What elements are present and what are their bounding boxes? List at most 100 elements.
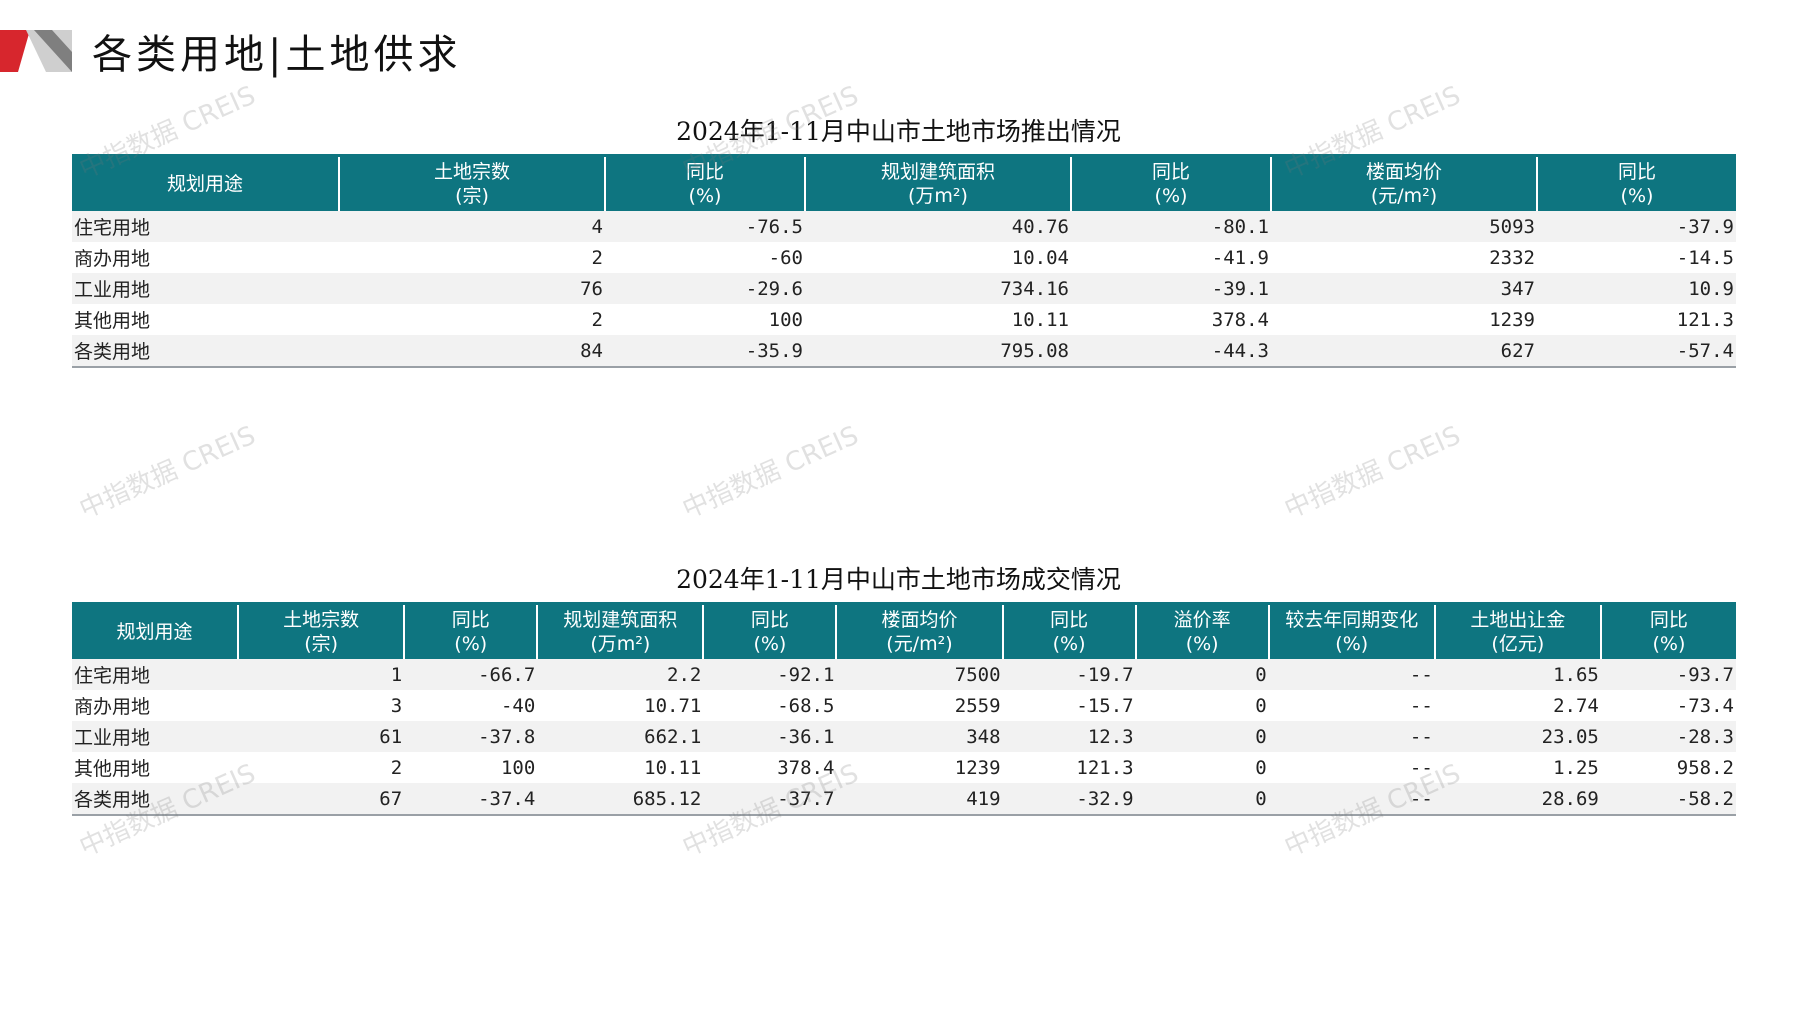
table-cell: 419 bbox=[836, 783, 1003, 815]
column-header-unit: (万m²) bbox=[908, 185, 968, 207]
column-header-label: 溢价率 bbox=[1173, 609, 1231, 631]
table-cell: 347 bbox=[1271, 273, 1537, 304]
table-cell: 76 bbox=[339, 273, 605, 304]
table-row: 工业用地 76 -29.6 734.16 -39.1 347 10.9 bbox=[72, 273, 1736, 304]
row-label: 工业用地 bbox=[72, 721, 239, 752]
column-header: 同比 (%) bbox=[403, 602, 538, 659]
table-cell: 10.11 bbox=[1011, 308, 1069, 331]
column-header-label: 规划用途 bbox=[166, 173, 243, 195]
row-label: 各类用地 bbox=[72, 783, 239, 815]
table-cell: 2.2 bbox=[537, 659, 704, 690]
column-header-label: 同比 bbox=[1050, 609, 1089, 631]
column-header-label: 土地宗数 bbox=[283, 609, 360, 631]
table-cell: 121.3 bbox=[1676, 308, 1734, 331]
table-cell: 627 bbox=[1271, 335, 1537, 367]
table-cell: 0 bbox=[1135, 659, 1269, 690]
table-cell: 1.25 bbox=[1553, 756, 1599, 779]
table-row: 其他用地 2 100 10.11 378.4 1239 121.3 bbox=[72, 304, 1736, 335]
table-cell: -58.2 bbox=[1600, 783, 1736, 815]
table-cell: 348 bbox=[836, 721, 1003, 752]
table-cell: 12.3 bbox=[1002, 721, 1136, 752]
row-label: 住宅用地 bbox=[72, 211, 339, 242]
table-cell: -92.1 bbox=[703, 659, 837, 690]
column-header: 同比 (%) bbox=[1599, 602, 1736, 659]
supply-table-title: 2024年1-11月中山市土地市场推出情况 bbox=[676, 117, 1121, 146]
table-cell: -93.7 bbox=[1600, 659, 1736, 690]
column-header-unit: (元/m²) bbox=[1370, 185, 1438, 207]
column-header-label: 规划用途 bbox=[116, 621, 193, 643]
column-header-label: 同比 bbox=[1649, 609, 1688, 631]
column-header-label: 土地出让金 bbox=[1470, 609, 1566, 631]
table-cell: 3 bbox=[390, 694, 403, 717]
table-cell: 2 bbox=[591, 308, 603, 331]
column-header-unit: (%) bbox=[1154, 185, 1188, 207]
column-header: 规划用途 bbox=[72, 602, 239, 659]
table-cell: 7500 bbox=[836, 659, 1003, 690]
column-header: 同比 (%) bbox=[1001, 602, 1136, 659]
column-header-label: 规划建筑面积 bbox=[563, 609, 678, 631]
table-cell: -15.7 bbox=[1076, 694, 1134, 717]
table-cell: -44.3 bbox=[1071, 335, 1271, 367]
table-cell: 1.65 bbox=[1434, 659, 1601, 690]
table-cell: 662.1 bbox=[537, 721, 704, 752]
table-cell: 1239 bbox=[1489, 308, 1535, 331]
column-header-label: 规划建筑面积 bbox=[880, 161, 995, 183]
row-label: 住宅用地 bbox=[72, 659, 239, 690]
watermark: 中指数据 CREIS bbox=[1280, 420, 1466, 525]
column-header-label: 楼面均价 bbox=[1365, 161, 1442, 183]
column-header: 同比 (%) bbox=[1536, 154, 1736, 211]
row-label: 其他用地 bbox=[74, 310, 151, 332]
row-label: 商办用地 bbox=[74, 248, 151, 270]
watermark: 中指数据 CREIS bbox=[75, 420, 261, 525]
column-header-unit: (%) bbox=[454, 633, 488, 655]
table-cell: 1 bbox=[238, 659, 405, 690]
table-cell: -- bbox=[1409, 756, 1433, 779]
table-cell: -28.3 bbox=[1600, 721, 1736, 752]
table-cell: -32.9 bbox=[1002, 783, 1136, 815]
table-row: 商办用地 3 -40 10.71 -68.5 2559 -15.7 0 -- 2.74 -73.4 bbox=[72, 690, 1736, 721]
table-cell: -19.7 bbox=[1002, 659, 1136, 690]
table-cell: -14.5 bbox=[1676, 246, 1734, 269]
table-cell: 0 bbox=[1255, 694, 1267, 717]
table-cell: 795.08 bbox=[805, 335, 1071, 367]
column-header-unit: (%) bbox=[1652, 633, 1686, 655]
table-cell: 378.4 bbox=[1211, 308, 1269, 331]
table-row: 商办用地 2 -60 10.04 -41.9 2332 -14.5 bbox=[72, 242, 1736, 273]
column-header-unit: (亿元) bbox=[1491, 633, 1545, 655]
table-row: 工业用地 61 -37.8 662.1 -36.1 348 12.3 0 -- 23.05 -28.… bbox=[72, 721, 1736, 752]
column-header-unit: (%) bbox=[1052, 633, 1086, 655]
table-cell: 10.9 bbox=[1537, 273, 1736, 304]
table-cell: 0 bbox=[1135, 783, 1269, 815]
column-header-unit: (%) bbox=[753, 633, 787, 655]
table-cell: 2332 bbox=[1489, 246, 1535, 269]
table-cell: -60 bbox=[768, 246, 803, 269]
table-cell: 2559 bbox=[954, 694, 1001, 717]
table-cell: 40.76 bbox=[805, 211, 1071, 242]
column-header-label: 同比 bbox=[1617, 161, 1656, 183]
table-cell: -39.1 bbox=[1071, 273, 1271, 304]
column-header: 土地宗数 (宗) bbox=[237, 602, 405, 659]
table-row: 住宅用地 1 -66.7 2.2 -92.1 7500 -19.7 0 -- 1.65 -93.7 bbox=[72, 659, 1736, 690]
column-header: 土地宗数 (宗) bbox=[338, 154, 605, 211]
column-header: 土地出让金 (亿元) bbox=[1433, 602, 1601, 659]
table-cell: -- bbox=[1268, 721, 1435, 752]
column-header: 楼面均价 (元/m²) bbox=[835, 602, 1003, 659]
table-cell: 2.74 bbox=[1553, 694, 1599, 717]
table-cell: 1239 bbox=[954, 756, 1001, 779]
table-cell: 2 bbox=[390, 756, 403, 779]
column-header: 同比 (%) bbox=[1070, 154, 1271, 211]
table-cell: -- bbox=[1409, 694, 1433, 717]
table-row: 住宅用地 4 -76.5 40.76 -80.1 5093 -37.9 bbox=[72, 211, 1736, 242]
table-cell: 2 bbox=[591, 246, 603, 269]
table-row: 各类用地 84 -35.9 795.08 -44.3 627 -57.4 bbox=[72, 335, 1736, 367]
column-header-unit: (宗) bbox=[455, 185, 489, 207]
table-cell: 100 bbox=[500, 756, 536, 779]
table-cell: 23.05 bbox=[1434, 721, 1601, 752]
column-header-unit: (%) bbox=[1620, 185, 1654, 207]
column-header-unit: (宗) bbox=[304, 633, 339, 655]
column-header-label: 楼面均价 bbox=[881, 609, 958, 631]
table-cell: -- bbox=[1268, 659, 1435, 690]
table-cell: -66.7 bbox=[404, 659, 538, 690]
table-cell: 10.04 bbox=[1011, 246, 1069, 269]
table-cell: -40 bbox=[500, 694, 536, 717]
